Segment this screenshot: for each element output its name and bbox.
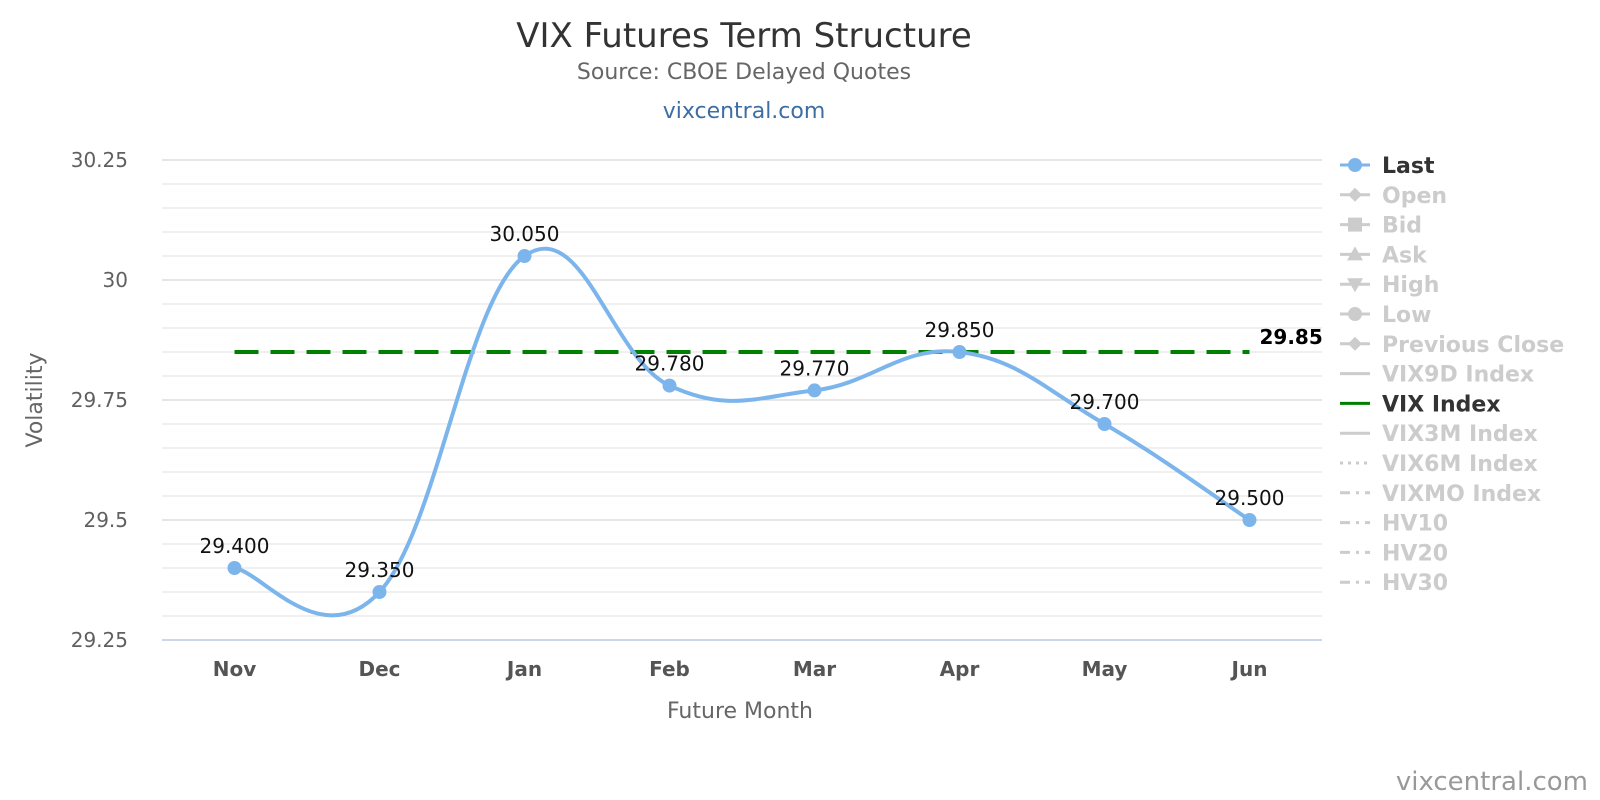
legend-label: VIX Index <box>1382 392 1501 417</box>
legend-label: Ask <box>1382 243 1428 268</box>
series: 29.85 29.400 29.350 30.050 29.780 29.770 29.85… <box>200 222 1323 618</box>
last-data-label: 29.400 <box>200 534 270 558</box>
last-point[interactable] <box>1097 417 1112 431</box>
legend-label: VIX3M Index <box>1382 422 1538 447</box>
legend-label: Low <box>1382 303 1431 328</box>
x-tick-label: Jun <box>1230 657 1268 681</box>
y-tick-label: 29.5 <box>83 508 128 532</box>
last-point[interactable] <box>952 345 967 359</box>
legend-label: Bid <box>1382 214 1422 239</box>
legend-symbol <box>1340 158 1370 172</box>
legend-symbol <box>1340 278 1370 293</box>
legend-symbol <box>1340 217 1370 232</box>
legend-symbol <box>1340 307 1370 321</box>
last-data-label: 29.850 <box>925 318 995 342</box>
legend-label: HV30 <box>1382 571 1448 596</box>
legend-label: VIX6M Index <box>1382 452 1538 477</box>
legend-symbol <box>1340 187 1370 202</box>
legend-label: VIX9D Index <box>1382 363 1534 388</box>
axes: 29.25 29.5 29.75 30 30.25 Nov Dec Jan Feb Mar Apr M… <box>71 148 1322 681</box>
last-data-label: 30.050 <box>490 222 560 246</box>
last-data-label: 29.500 <box>1215 486 1285 510</box>
legend-symbol <box>1340 246 1370 261</box>
x-tick-label: Mar <box>793 657 836 681</box>
x-tick-label: Feb <box>649 657 690 681</box>
source-link[interactable]: vixcentral.com <box>663 99 826 124</box>
legend: Last Open Bid Ask High Low Previous Close VIX9D… <box>1340 154 1564 596</box>
legend-item[interactable]: Low <box>1340 303 1431 328</box>
x-tick-label: Jan <box>505 657 542 681</box>
last-point[interactable] <box>517 249 532 263</box>
x-tick-label: Nov <box>213 657 257 681</box>
legend-item[interactable]: HV30 <box>1340 571 1448 596</box>
legend-label: HV20 <box>1382 541 1448 566</box>
legend-label: HV10 <box>1382 512 1448 537</box>
legend-item[interactable]: Open <box>1340 184 1447 209</box>
legend-label: VIXMO Index <box>1382 482 1541 507</box>
last-data-label: 29.350 <box>345 558 415 582</box>
legend-item[interactable]: VIX9D Index <box>1340 363 1534 388</box>
vix-index-label: 29.85 <box>1260 325 1323 349</box>
legend-item[interactable]: VIX3M Index <box>1340 422 1538 447</box>
y-tick-label: 29.25 <box>71 628 128 652</box>
legend-label: Open <box>1382 184 1447 209</box>
x-tick-label: Apr <box>940 657 980 681</box>
y-tick-label: 29.75 <box>71 388 128 412</box>
legend-label: Previous Close <box>1382 333 1564 358</box>
last-point[interactable] <box>1242 513 1257 527</box>
chart-title: VIX Futures Term Structure <box>516 16 972 56</box>
legend-item[interactable]: Ask <box>1340 243 1428 268</box>
last-point[interactable] <box>662 378 677 393</box>
legend-item[interactable]: HV20 <box>1340 541 1448 566</box>
last-series-line <box>232 246 1252 618</box>
legend-item[interactable]: VIXMO Index <box>1340 482 1541 507</box>
legend-item[interactable]: High <box>1340 273 1439 298</box>
legend-item[interactable]: Last <box>1340 154 1435 179</box>
x-axis-label: Future Month <box>667 699 813 724</box>
chart-subtitle: Source: CBOE Delayed Quotes <box>577 60 911 85</box>
legend-label: Last <box>1382 154 1435 179</box>
legend-item[interactable]: VIX Index <box>1340 392 1501 417</box>
legend-item[interactable]: Previous Close <box>1340 333 1564 358</box>
last-point[interactable] <box>372 585 387 599</box>
legend-item[interactable]: VIX6M Index <box>1340 452 1538 477</box>
legend-symbol <box>1340 336 1370 351</box>
y-axis-label: Volatility <box>23 352 48 447</box>
x-tick-label: May <box>1082 657 1128 681</box>
last-data-label: 29.770 <box>780 356 850 380</box>
legend-label: High <box>1382 273 1439 298</box>
last-data-label: 29.700 <box>1070 390 1140 414</box>
credit-text[interactable]: vixcentral.com <box>1396 767 1588 797</box>
last-point[interactable] <box>227 561 242 575</box>
last-data-label: 29.780 <box>635 352 705 376</box>
legend-item[interactable]: Bid <box>1340 214 1422 239</box>
y-tick-label: 30 <box>103 268 128 292</box>
last-point[interactable] <box>807 383 822 398</box>
y-tick-label: 30.25 <box>71 148 128 172</box>
x-tick-label: Dec <box>358 657 400 681</box>
legend-item[interactable]: HV10 <box>1340 512 1448 537</box>
